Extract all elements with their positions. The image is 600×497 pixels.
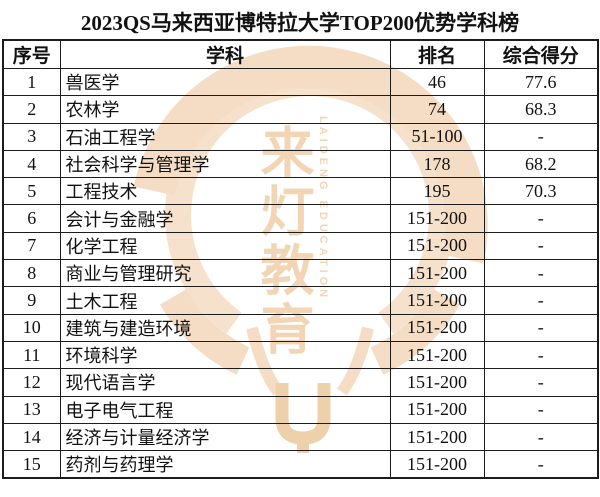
cell-rank: 151-200 xyxy=(389,422,485,452)
cell-subject: 现代语言学 xyxy=(59,368,391,397)
cell-no: 15 xyxy=(2,450,61,479)
cell-score: 68.2 xyxy=(483,149,599,179)
cell-score: - xyxy=(483,340,599,370)
cell-rank: 151-200 xyxy=(389,313,485,342)
cell-score: - xyxy=(483,286,599,315)
cell-score: - xyxy=(483,122,599,151)
cell-rank: 151-200 xyxy=(389,395,485,424)
table-row: 10 建筑与建造环境 151-200 - xyxy=(2,313,599,342)
table-row: 11 环境科学 151-200 - xyxy=(2,340,599,370)
cell-rank: 151-200 xyxy=(389,231,485,261)
cell-subject: 社会科学与管理学 xyxy=(59,149,391,179)
header-score: 综合得分 xyxy=(483,39,599,69)
cell-no: 4 xyxy=(2,149,61,179)
header-no: 序号 xyxy=(2,39,61,69)
table-header-row: 序号 学科 排名 综合得分 xyxy=(2,39,599,69)
cell-score: - xyxy=(483,204,599,233)
cell-rank: 178 xyxy=(389,149,485,179)
cell-no: 2 xyxy=(2,95,61,124)
cell-subject: 农林学 xyxy=(59,95,391,124)
cell-score: 70.3 xyxy=(483,177,599,206)
table-row: 1 兽医学 46 77.6 xyxy=(2,67,599,97)
cell-no: 5 xyxy=(2,177,61,206)
cell-no: 8 xyxy=(2,259,61,288)
table-row: 6 会计与金融学 151-200 - xyxy=(2,204,599,233)
cell-subject: 环境科学 xyxy=(59,340,391,370)
cell-rank: 151-200 xyxy=(389,286,485,315)
table-row: 9 土木工程 151-200 - xyxy=(2,286,599,315)
cell-score: 68.3 xyxy=(483,95,599,124)
cell-no: 12 xyxy=(2,368,61,397)
table-row: 3 石油工程学 51-100 - xyxy=(2,122,599,151)
cell-no: 11 xyxy=(2,340,61,370)
cell-no: 1 xyxy=(2,67,61,97)
cell-rank: 151-200 xyxy=(389,204,485,233)
cell-subject: 石油工程学 xyxy=(59,122,391,151)
cell-subject: 电子电气工程 xyxy=(59,395,391,424)
cell-score: - xyxy=(483,368,599,397)
header-subject: 学科 xyxy=(59,39,391,69)
table-row: 13 电子电气工程 151-200 - xyxy=(2,395,599,424)
cell-subject: 建筑与建造环境 xyxy=(59,313,391,342)
cell-no: 3 xyxy=(2,122,61,151)
page-title: 2023QS马来西亚博特拉大学TOP200优势学科榜 xyxy=(80,11,520,35)
cell-score: - xyxy=(483,231,599,261)
cell-score: - xyxy=(483,313,599,342)
cell-rank: 46 xyxy=(389,67,485,97)
cell-rank: 151-200 xyxy=(389,340,485,370)
cell-subject: 化学工程 xyxy=(59,231,391,261)
cell-rank: 51-100 xyxy=(389,122,485,151)
ranking-table: 序号 学科 排名 综合得分 1 兽医学 46 77.6 2 农林学 74 68.… xyxy=(2,39,599,480)
table-row: 2 农林学 74 68.3 xyxy=(2,95,599,124)
cell-subject: 经济与计量经济学 xyxy=(59,422,391,452)
cell-no: 7 xyxy=(2,231,61,261)
cell-rank: 195 xyxy=(389,177,485,206)
table-row: 5 工程技术 195 70.3 xyxy=(2,177,599,206)
cell-no: 6 xyxy=(2,204,61,233)
table-row: 8 商业与管理研究 151-200 - xyxy=(2,259,599,288)
table-row: 14 经济与计量经济学 151-200 - xyxy=(2,422,599,452)
cell-score: 77.6 xyxy=(483,67,599,97)
cell-no: 13 xyxy=(2,395,61,424)
cell-rank: 151-200 xyxy=(389,450,485,479)
cell-no: 9 xyxy=(2,286,61,315)
header-rank: 排名 xyxy=(389,39,485,69)
cell-no: 10 xyxy=(2,313,61,342)
cell-rank: 74 xyxy=(389,95,485,124)
cell-score: - xyxy=(483,259,599,288)
cell-rank: 151-200 xyxy=(389,368,485,397)
cell-subject: 兽医学 xyxy=(59,67,391,97)
cell-subject: 药剂与药理学 xyxy=(59,450,391,479)
table-row: 7 化学工程 151-200 - xyxy=(2,231,599,261)
cell-score: - xyxy=(483,422,599,452)
cell-rank: 151-200 xyxy=(389,259,485,288)
table-row: 4 社会科学与管理学 178 68.2 xyxy=(2,149,599,179)
table-row: 12 现代语言学 151-200 - xyxy=(2,368,599,397)
table-row: 15 药剂与药理学 151-200 - xyxy=(2,450,599,479)
cell-no: 14 xyxy=(2,422,61,452)
cell-subject: 土木工程 xyxy=(59,286,391,315)
cell-subject: 工程技术 xyxy=(59,177,391,206)
cell-subject: 会计与金融学 xyxy=(59,204,391,233)
cell-score: - xyxy=(483,395,599,424)
cell-score: - xyxy=(483,450,599,479)
cell-subject: 商业与管理研究 xyxy=(59,259,391,288)
